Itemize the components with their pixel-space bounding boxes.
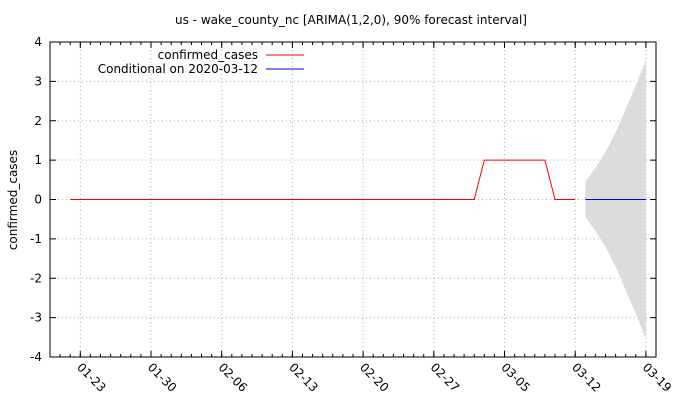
x-tick-label: 02-20 [357, 360, 392, 395]
series-lines [70, 159, 646, 200]
y-tick-label: 3 [34, 74, 42, 88]
x-tick-label: 01-23 [74, 360, 109, 395]
y-tick-label: -1 [30, 232, 42, 246]
x-tick-label: 02-13 [286, 360, 321, 395]
x-tick-label: 01-30 [145, 360, 180, 395]
legend-label: confirmed_cases [158, 48, 258, 62]
x-tick-label: 03-05 [498, 360, 533, 395]
axis-ticks: -4 -3 -2 -1 0 1 2 3 4 01-23 01-30 02-06 02-13 02-20 02… [30, 35, 674, 395]
x-tick-label: 02-06 [216, 360, 251, 395]
y-tick-label: 2 [34, 114, 42, 128]
x-tick-label: 02-27 [428, 360, 463, 395]
y-axis-label: confirmed_cases [6, 150, 20, 250]
confirmed-cases-line [70, 159, 576, 200]
x-tick-label: 03-19 [640, 360, 675, 395]
legend-label: Conditional on 2020-03-12 [98, 62, 258, 76]
y-tick-label: -2 [30, 271, 42, 285]
y-tick-label: 1 [34, 153, 42, 167]
chart-title: us - wake_county_nc [ARIMA(1,2,0), 90% f… [175, 13, 527, 27]
y-tick-label: -4 [30, 350, 42, 364]
y-tick-label: 4 [34, 35, 42, 49]
y-tick-label: -3 [30, 311, 42, 325]
y-tick-label: 0 [34, 193, 42, 207]
x-tick-label: 03-12 [569, 360, 604, 395]
